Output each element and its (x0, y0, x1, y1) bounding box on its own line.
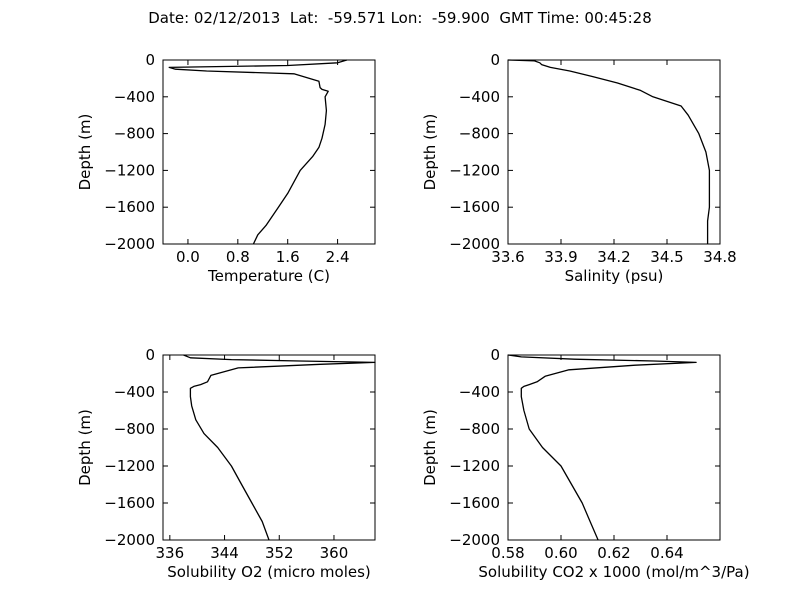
temperature-ytick-label: −1600 (104, 198, 155, 216)
solubility-o2-xlabel: Solubility O2 (micro moles) (167, 563, 371, 581)
salinity-xtick-label: 33.6 (491, 248, 524, 266)
temperature-xtick-label: 0.0 (176, 248, 200, 266)
solubility-co2-axes-frame (507, 354, 721, 541)
chart-solubility-o2: 336 344 352 360 0 −400 −800 −1200 −1600 −2000 Solu… (76, 346, 376, 581)
temperature-ytick-label: −400 (114, 88, 155, 106)
salinity-ytick-label: −1200 (449, 161, 500, 179)
salinity-xlabel: Salinity (psu) (565, 267, 664, 285)
temperature-xtick-label: 1.6 (276, 248, 300, 266)
salinity-ytick-label: −400 (459, 88, 500, 106)
solubility-o2-xtick-label: 336 (156, 544, 185, 562)
temperature-ytick-label: 0 (145, 51, 155, 69)
solubility-co2-ytick-label: −800 (459, 420, 500, 438)
solubility-co2-ylabel: Depth (m) (421, 409, 439, 486)
salinity-xtick-label: 34.5 (650, 248, 683, 266)
temperature-profile-line (168, 59, 348, 245)
solubility-co2-ytick-label: −400 (459, 383, 500, 401)
solubility-co2-xtick-label: 0.62 (597, 544, 630, 562)
figure-title: Date: 02/12/2013 Lat: -59.571 Lon: -59.9… (148, 9, 652, 27)
solubility-o2-ytick-label: −800 (114, 420, 155, 438)
salinity-xtick-label: 33.9 (544, 248, 577, 266)
salinity-profile-line (507, 59, 711, 244)
solubility-o2-ytick-label: −1200 (104, 457, 155, 475)
salinity-ytick-label: −1600 (449, 198, 500, 216)
solubility-o2-ylabel: Depth (m) (76, 409, 94, 486)
solubility-o2-profile-line (183, 354, 376, 541)
salinity-ytick-label: 0 (490, 51, 500, 69)
solubility-o2-axes-frame (162, 354, 376, 541)
solubility-o2-ytick-label: 0 (145, 346, 155, 364)
temperature-xtick-label: 2.4 (326, 248, 350, 266)
solubility-co2-ytick-label: 0 (490, 346, 500, 364)
salinity-ytick-label: −800 (459, 125, 500, 143)
solubility-o2-xtick-label: 360 (320, 544, 349, 562)
solubility-co2-xtick-label: 0.58 (491, 544, 524, 562)
temperature-ytick-label: −1200 (104, 161, 155, 179)
solubility-co2-xtick-label: 0.64 (650, 544, 683, 562)
solubility-o2-ytick-label: −2000 (104, 531, 155, 549)
temperature-axes-frame (162, 59, 376, 245)
subplot-grid: 0.0 0.8 1.6 2.4 0 −400 −800 −1200 −1600 −2000 Temp… (76, 51, 750, 581)
solubility-co2-ytick-label: −1200 (449, 457, 500, 475)
solubility-co2-xlabel: Solubility CO2 x 1000 (mol/m^3/Pa) (478, 563, 749, 581)
salinity-ytick-label: −2000 (449, 235, 500, 253)
solubility-co2-ytick-label: −1600 (449, 494, 500, 512)
solubility-co2-xtick-label: 0.60 (544, 544, 577, 562)
solubility-o2-ytick-label: −1600 (104, 494, 155, 512)
solubility-co2-ytick-label: −2000 (449, 531, 500, 549)
salinity-xtick-label: 34.2 (597, 248, 630, 266)
temperature-ylabel: Depth (m) (76, 114, 94, 191)
temperature-xlabel: Temperature (C) (207, 267, 330, 285)
salinity-xtick-label: 34.8 (703, 248, 736, 266)
solubility-o2-xtick-label: 344 (210, 544, 239, 562)
temperature-xtick-label: 0.8 (226, 248, 250, 266)
solubility-o2-xtick-label: 352 (265, 544, 294, 562)
temperature-ytick-label: −2000 (104, 235, 155, 253)
solubility-co2-profile-line (507, 354, 697, 541)
chart-salinity: 33.6 33.9 34.2 34.5 34.8 0 −400 −800 −1200 −1600 −… (421, 51, 737, 285)
temperature-ytick-label: −800 (114, 125, 155, 143)
salinity-axes-frame (507, 59, 721, 245)
salinity-ylabel: Depth (m) (421, 114, 439, 191)
solubility-o2-ytick-label: −400 (114, 383, 155, 401)
chart-solubility-co2: 0.58 0.60 0.62 0.64 0 −400 −800 −1200 −1600 −2000… (421, 346, 750, 581)
chart-temperature: 0.0 0.8 1.6 2.4 0 −400 −800 −1200 −1600 −2000 Temp… (76, 51, 376, 285)
